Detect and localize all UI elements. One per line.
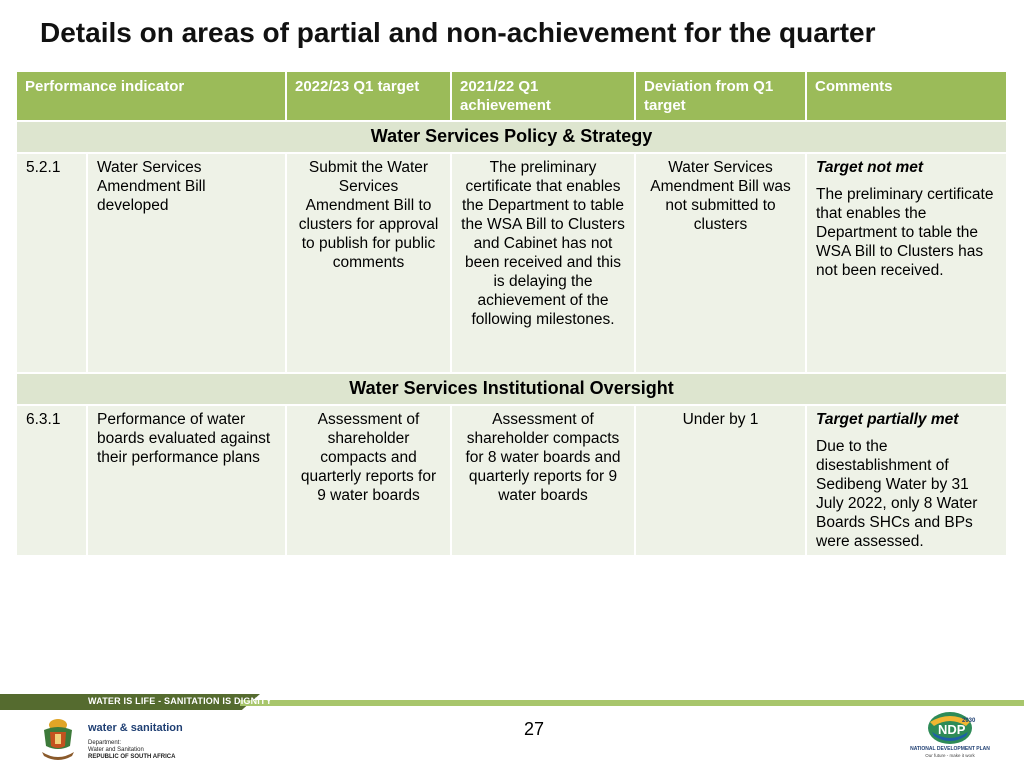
footer-band: WATER IS LIFE - SANITATION IS DIGNITY — [0, 694, 1024, 710]
department-name: water & sanitation — [88, 722, 183, 734]
page-number: 27 — [524, 719, 545, 739]
ndp-abbr: NDP — [938, 722, 966, 737]
deviation-cell: Water Services Amendment Bill was not su… — [634, 152, 807, 374]
department-line2: Water and Sanitation — [88, 747, 144, 753]
department-subtitle: Department: Water and Sanitation REPUBLI… — [88, 740, 175, 761]
comments-cell: Target not met The preliminary certifica… — [805, 152, 1008, 374]
department-line3: REPUBLIC OF SOUTH AFRICA — [88, 754, 176, 760]
comment-text: The preliminary certificate that enables… — [816, 186, 994, 279]
coat-of-arms-icon — [42, 719, 74, 760]
page-title: Details on areas of partial and non-achi… — [40, 17, 876, 48]
target-cell: Assessment of shareholder compacts and q… — [285, 404, 452, 557]
achievement-cell: The preliminary certificate that enables… — [450, 152, 636, 374]
indicator-name: Water Services Amendment Bill developed — [86, 152, 287, 374]
comment-status: Target partially met — [816, 411, 959, 428]
footer-band-light — [240, 700, 1024, 706]
table-row: 6.3.1 Performance of water boards evalua… — [15, 404, 1008, 557]
ndp-name: NATIONAL DEVELOPMENT PLAN — [910, 746, 990, 752]
ndp-tagline: Our future - make it work — [925, 753, 975, 758]
department-logo: water & sanitation Department: Water and… — [36, 716, 236, 764]
table-row: 5.2.1 Water Services Amendment Bill deve… — [15, 152, 1008, 374]
section-row: Water Services Institutional Oversight — [15, 372, 1008, 406]
header-comments: Comments — [805, 70, 1008, 122]
footer-slogan: WATER IS LIFE - SANITATION IS DIGNITY — [88, 696, 272, 706]
header-q1-target: 2022/23 Q1 target — [285, 70, 452, 122]
ndp-icon: 2030 NDP — [928, 712, 976, 744]
indicator-name: Performance of water boards evaluated ag… — [86, 404, 287, 557]
target-cell: Submit the Water Services Amendment Bill… — [285, 152, 452, 374]
section-row: Water Services Policy & Strategy — [15, 120, 1008, 154]
achievement-cell: Assessment of shareholder compacts for 8… — [450, 404, 636, 557]
ndp-logo: 2030 NDP NATIONAL DEVELOPMENT PLAN Our f… — [908, 710, 992, 766]
section-title: Water Services Policy & Strategy — [15, 120, 1008, 154]
indicator-code: 6.3.1 — [15, 404, 88, 557]
header-deviation: Deviation from Q1 target — [634, 70, 807, 122]
performance-table: Performance indicator 2022/23 Q1 target … — [15, 70, 1008, 557]
deviation-cell: Under by 1 — [634, 404, 807, 557]
indicator-code: 5.2.1 — [15, 152, 88, 374]
header-q1-achievement: 2021/22 Q1 achievement — [450, 70, 636, 122]
comment-text: Due to the disestablishment of Sedibeng … — [816, 438, 978, 550]
comment-status: Target not met — [816, 159, 924, 176]
department-line1: Department: — [88, 740, 122, 746]
footer-band-dark — [0, 694, 260, 710]
section-title: Water Services Institutional Oversight — [15, 372, 1008, 406]
ndp-year: 2030 — [962, 718, 976, 724]
header-performance-indicator: Performance indicator — [15, 70, 287, 122]
comments-cell: Target partially met Due to the disestab… — [805, 404, 1008, 557]
table-header-row: Performance indicator 2022/23 Q1 target … — [15, 70, 1008, 122]
